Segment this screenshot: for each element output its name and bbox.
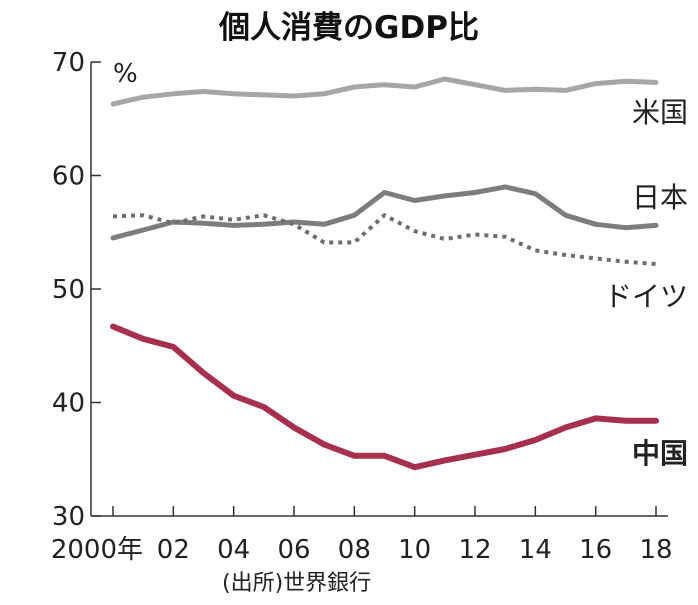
x-tick-label: 02 xyxy=(157,535,190,565)
y-tick-label: 60 xyxy=(52,162,85,192)
y-tick-label: 50 xyxy=(52,275,85,305)
x-tick-label: 16 xyxy=(579,535,612,565)
series-label: ドイツ xyxy=(604,280,688,313)
y-tick-label: 30 xyxy=(52,502,85,532)
series-line-米国 xyxy=(110,76,659,107)
x-tick-label: 10 xyxy=(398,535,431,565)
series-line-中国 xyxy=(110,323,659,471)
series-label: 中国 xyxy=(632,437,688,470)
source-note: (出所)世界銀行 xyxy=(222,571,372,596)
x-tick-label: 08 xyxy=(338,535,371,565)
y-unit-label: % xyxy=(113,59,138,89)
series-line-日本 xyxy=(110,184,659,241)
x-tick-label: 04 xyxy=(217,535,250,565)
x-tick-label: 06 xyxy=(277,535,310,565)
y-tick-label: 70 xyxy=(52,48,85,78)
series-label: 米国 xyxy=(632,96,688,129)
x-tick-label: 2000年 xyxy=(51,535,143,565)
x-tick-label: 12 xyxy=(458,535,491,565)
series-label: 日本 xyxy=(632,181,688,214)
chart-title: 個人消費のGDP比 xyxy=(219,10,479,46)
x-tick-label: 14 xyxy=(519,535,552,565)
x-tick-label: 18 xyxy=(639,535,672,565)
y-tick-label: 40 xyxy=(52,389,85,419)
